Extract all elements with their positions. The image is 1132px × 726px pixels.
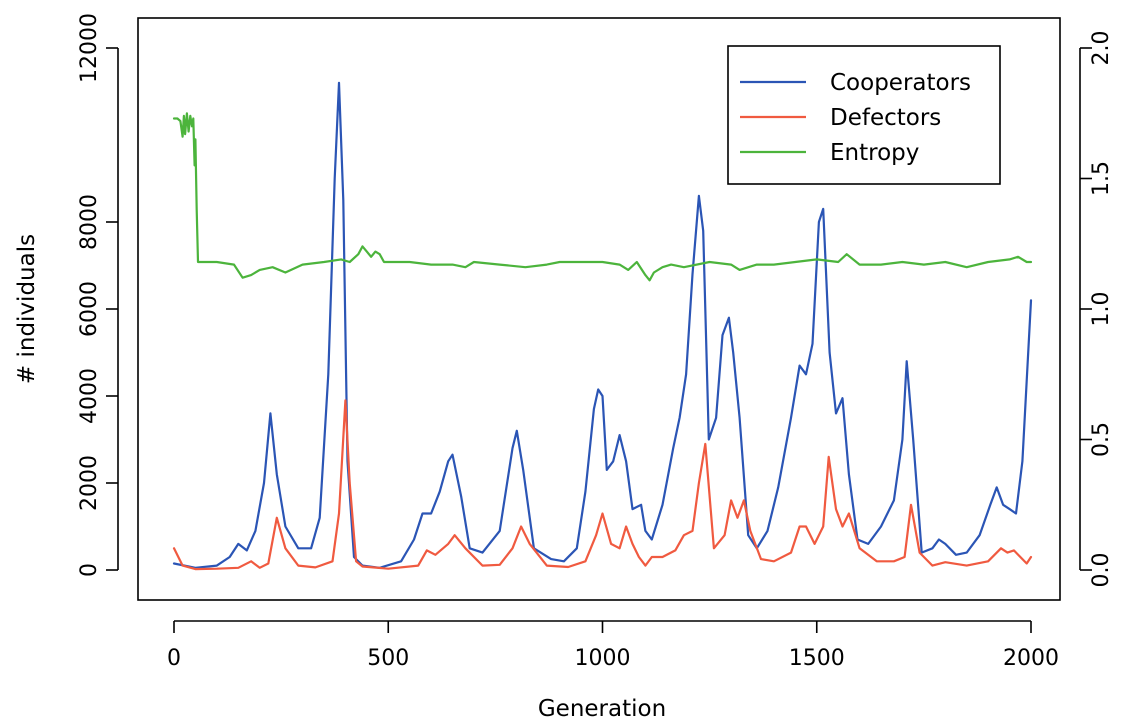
- y-tick-label: 4000: [77, 368, 102, 424]
- x-tick-label: 1500: [789, 646, 845, 671]
- x-tick-label: 500: [367, 646, 409, 671]
- y2-tick-label: 1.5: [1089, 161, 1114, 196]
- y2-tick-label: 0.0: [1089, 553, 1114, 588]
- x-tick-label: 2000: [1003, 646, 1059, 671]
- series-line-entropy: [172, 112, 1033, 282]
- y-tick-label: 12000: [77, 13, 102, 83]
- y-axis-right: 0.0 0.5 1.0 1.5 2.0: [1079, 31, 1114, 588]
- series-layer: [172, 81, 1033, 571]
- legend-label: Cooperators: [830, 70, 971, 96]
- y-axis-title: # individuals: [14, 234, 40, 384]
- x-axis-title: Generation: [538, 696, 666, 722]
- y2-tick-label: 0.5: [1089, 422, 1114, 457]
- y-tick-label: 2000: [77, 455, 102, 511]
- legend-label: Defectors: [830, 105, 941, 131]
- legend: Cooperators Defectors Entropy: [727, 45, 1001, 185]
- x-tick-label: 1000: [575, 646, 631, 671]
- series-line-cooperators: [172, 81, 1033, 569]
- legend-box: [727, 45, 1001, 185]
- y2-tick-label: 1.0: [1089, 292, 1114, 327]
- x-axis: 0 500 1000 1500 2000: [167, 620, 1059, 671]
- x-tick-label: 0: [167, 646, 181, 671]
- legend-label: Entropy: [830, 140, 919, 166]
- y-tick-label: 0: [77, 563, 102, 577]
- y2-tick-label: 2.0: [1089, 31, 1114, 66]
- y-tick-label: 6000: [77, 281, 102, 337]
- plot-frame: [137, 17, 1061, 601]
- y-tick-label: 8000: [77, 194, 102, 250]
- y-axis-left: 0 2000 4000 6000 8000 12000: [77, 13, 119, 577]
- series-line-defectors: [172, 399, 1033, 571]
